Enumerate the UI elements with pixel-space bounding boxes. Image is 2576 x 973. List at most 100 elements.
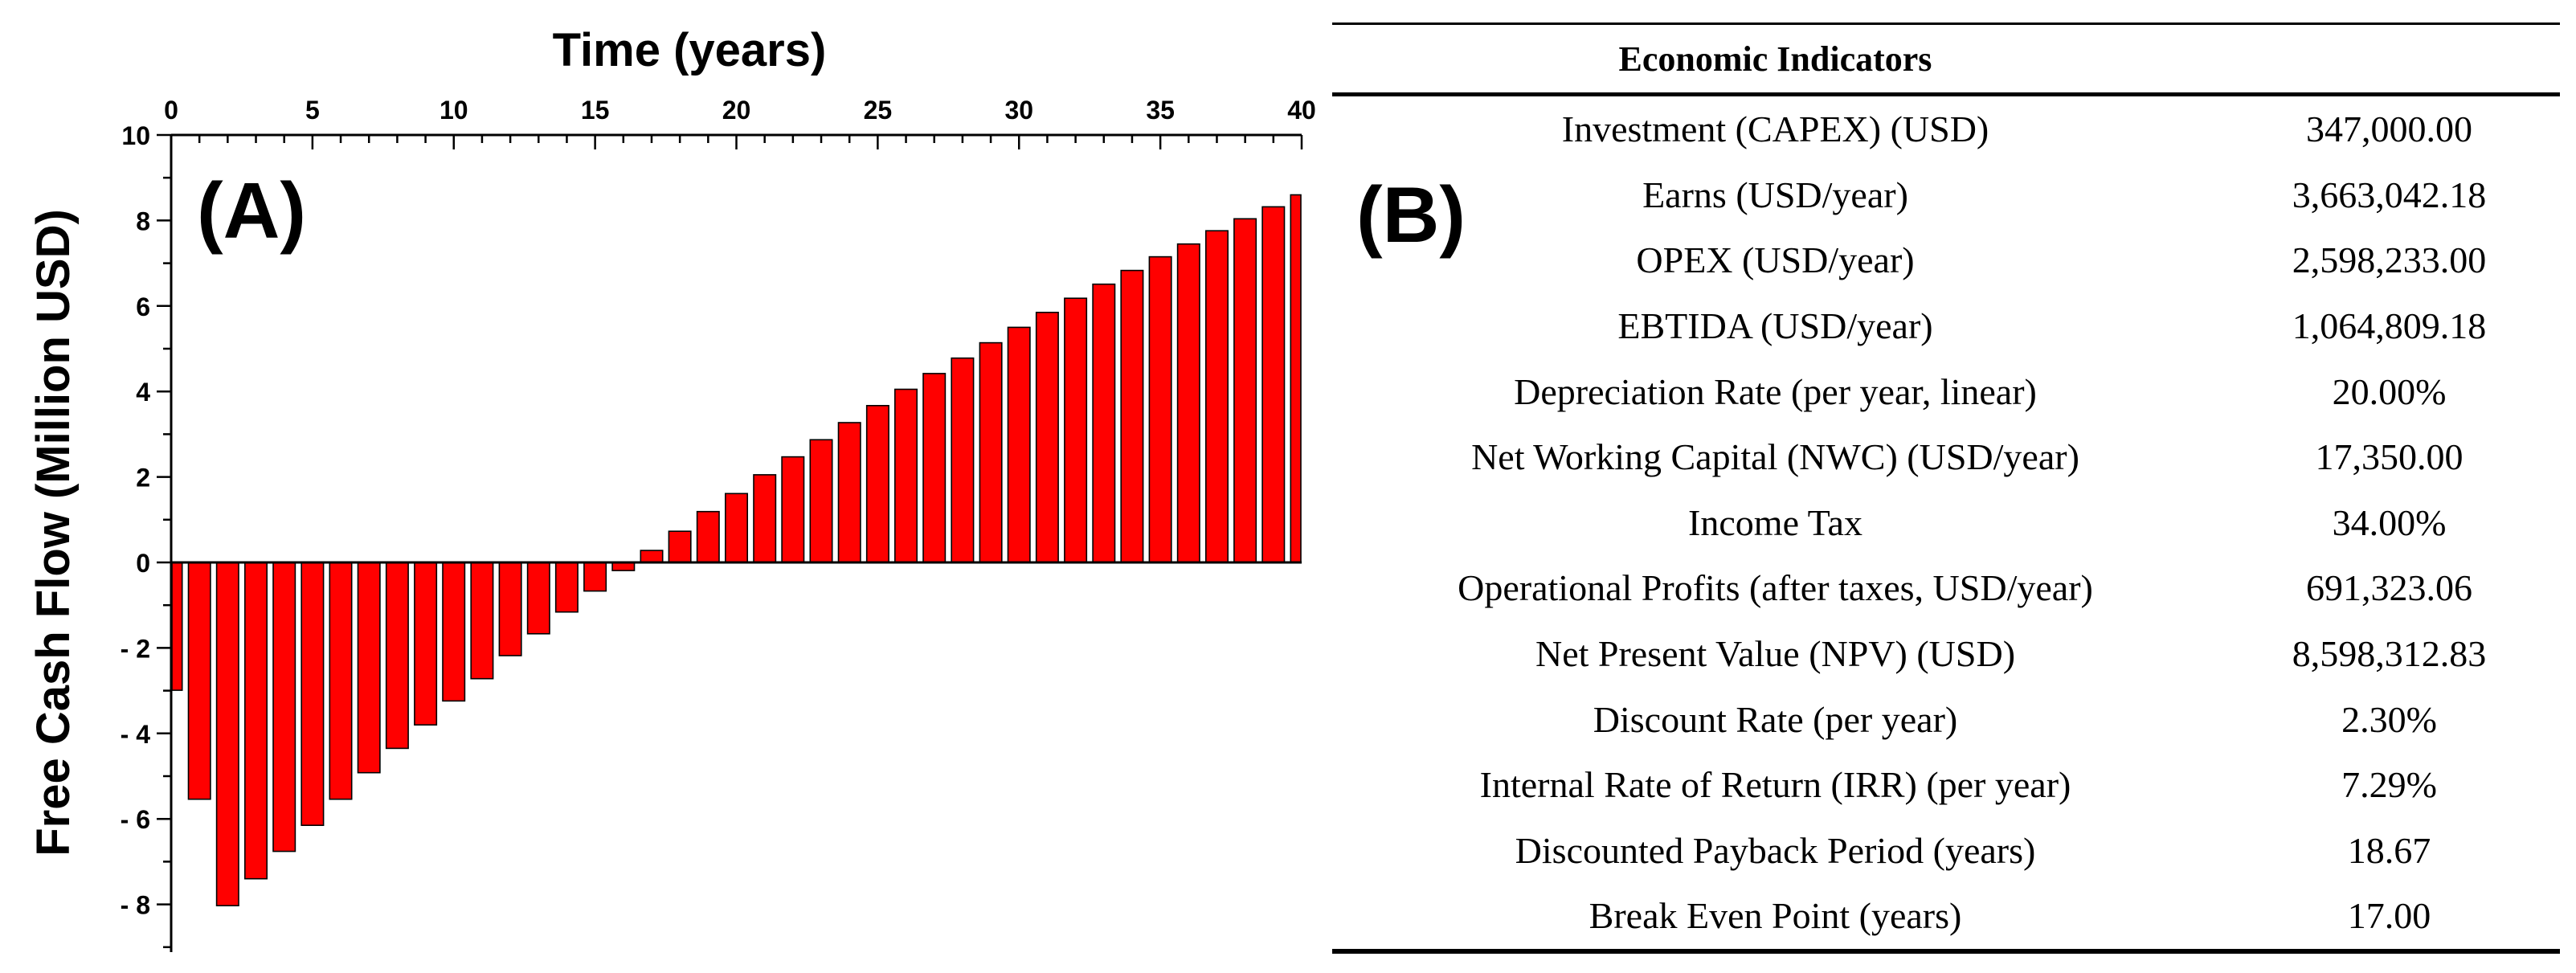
bar [1176,243,1200,563]
table-row: Net Working Capital (NWC) (USD/year) 17,3… [1332,424,2560,490]
table-row: Break Even Point (years) 17.00 [1332,883,2560,951]
y-tick-label: 8 [136,206,150,235]
y-tick-label: - 4 [121,720,151,749]
indicator-name: Internal Rate of Return (IRR) (per year) [1479,764,2071,806]
table-header: Economic Indicators [1618,39,1932,79]
indicator-value: 34.00% [2332,501,2447,543]
x-axis-title: Time (years) [553,24,827,76]
bar [1290,194,1302,563]
indicator-value: 347,000.00 [2306,108,2472,150]
y-tick-label: 0 [136,549,150,578]
bar [385,562,409,750]
bar [171,562,183,691]
bar [301,562,325,827]
indicator-name: OPEX (USD/year) [1636,239,1915,281]
bar [865,404,889,563]
table-row: Investment (CAPEX) (USD) 347,000.00 [1332,95,2560,162]
bar [668,530,692,563]
indicator-name: Discounted Payback Period (years) [1515,829,2036,871]
y-tick-label: - 2 [121,634,150,663]
table-row: Operational Profits (after taxes, USD/ye… [1332,555,2560,621]
y-tick-label: 4 [136,378,150,407]
panel-a-label: (A) [197,166,306,255]
table-row: Income Tax 34.00% [1332,490,2560,556]
bar [1148,256,1172,563]
bar [1007,326,1031,563]
bar [442,562,466,702]
x-tick-label: 0 [164,96,178,125]
bar [809,439,833,563]
x-tick-label: 25 [864,96,893,125]
x-tick-label: 30 [1004,96,1033,125]
bar [979,341,1003,563]
indicator-value: 3,663,042.18 [2292,174,2487,215]
y-tick-label: 10 [121,121,150,150]
indicator-value: 17.00 [2347,895,2431,937]
indicator-name: Operational Profits (after taxes, USD/ye… [1458,567,2093,609]
x-tick-label: 35 [1146,96,1175,125]
bar [414,562,438,726]
bar [1092,283,1116,563]
indicator-name: Investment (CAPEX) (USD) [1561,108,1989,150]
indicator-value: 18.67 [2347,829,2431,871]
bar [215,562,239,907]
x-tick-label: 40 [1287,96,1316,125]
bar [753,474,777,563]
bar [187,562,211,800]
table-row: Discounted Payback Period (years) 18.67 [1332,818,2560,884]
table-row: Depreciation Rate (per year, linear) 20.0… [1332,358,2560,424]
bar [526,562,550,635]
bar [837,422,861,563]
indicator-name: Depreciation Rate (per year, linear) [1514,370,2037,412]
indicator-name: Net Present Value (NPV) (USD) [1535,633,2016,675]
bar [470,562,494,680]
bar [1035,311,1059,563]
x-tick-label: 5 [305,96,320,125]
y-tick-label: - 6 [121,805,150,834]
panel-b-label: (B) [1356,170,1466,259]
indicator-value: 691,323.06 [2306,567,2472,609]
indicator-value: 8,598,312.83 [2292,633,2487,675]
table-row: EBTIDA (USD/year) 1,064,809.18 [1332,293,2560,359]
indicator-value: 2.30% [2341,698,2437,740]
bar [554,562,579,613]
indicator-value: 20.00% [2332,370,2447,412]
bar [640,550,664,563]
table-row: Net Present Value (NPV) (USD) 8,598,312.8… [1332,621,2560,687]
indicator-value: 1,064,809.18 [2292,305,2487,347]
bar [724,493,748,563]
bar [894,388,918,563]
indicator-value: 2,598,233.00 [2292,239,2487,281]
bar [696,510,720,563]
table-row: OPEX (USD/year) 2,598,233.00 [1332,227,2560,293]
bar [1233,218,1257,563]
y-tick-label: 6 [136,292,150,321]
table-row: Internal Rate of Return (IRR) (per year)… [1332,752,2560,818]
y-tick-label: - 8 [121,891,150,920]
indicator-name: Earns (USD/year) [1642,174,1908,215]
bar-group [171,194,1302,907]
x-tick-label: 15 [581,96,610,125]
indicator-value: 7.29% [2341,764,2437,806]
bar [781,456,805,563]
indicator-value: 17,350.00 [2315,436,2464,478]
indicator-name: Discount Rate (per year) [1593,698,1958,740]
bar [272,562,296,852]
bar [583,562,607,592]
y-axis-title: Free Cash Flow (Million USD) [27,209,80,856]
indicator-name: Net Working Capital (NWC) (USD/year) [1471,436,2079,478]
table-row: Discount Rate (per year) 2.30% [1332,686,2560,752]
economic-indicators-table: Economic Indicators Investment (CAPEX) (… [1332,22,2560,954]
table-header-row: Economic Indicators [1332,23,2560,95]
table-header-empty [2218,24,2560,95]
bar [498,562,522,656]
bar [243,562,268,880]
bar [1120,269,1144,563]
indicator-name: EBTIDA (USD/year) [1617,305,1933,347]
axes [157,133,1303,952]
x-tick-label: 10 [440,96,468,125]
bar [1064,297,1088,563]
bar [611,562,636,571]
